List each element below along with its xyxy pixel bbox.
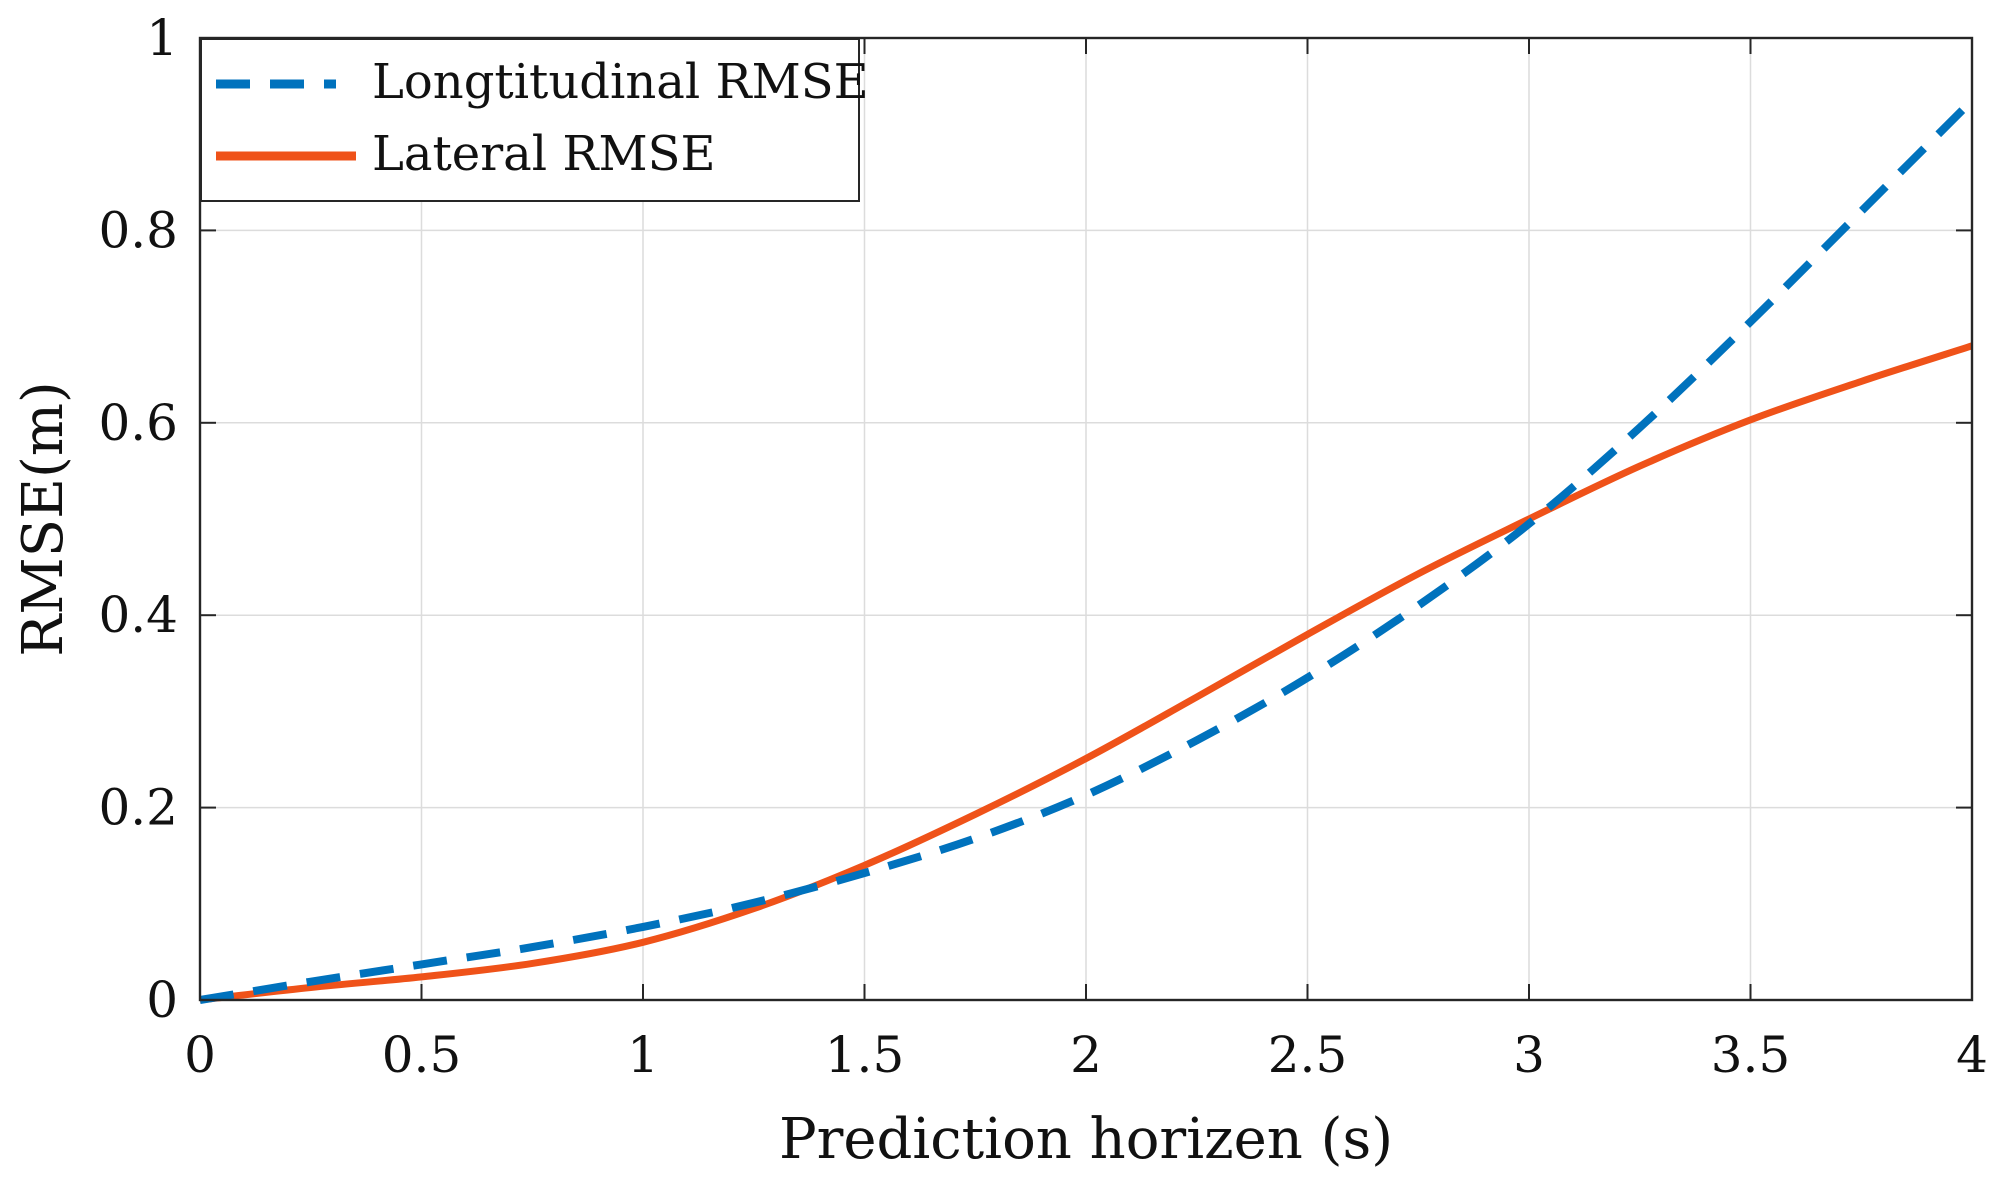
legend-box [200,38,860,202]
series-lateral-rmse [199,342,1974,1004]
x-axis-title: Prediction horizen (s) [779,1107,1393,1172]
y-axis-title: RMSE(m) [11,381,76,657]
x-tick-label: 0.5 [382,1026,462,1084]
grid-lines [200,38,1972,1000]
y-tick-label: 1 [146,9,178,67]
y-tick-label: 0 [146,971,178,1029]
x-tick-label: 0 [184,1026,216,1084]
y-tick-label: 0.4 [98,586,178,644]
legend-label-longitudinal: Longtitudinal RMSE [372,54,869,110]
y-tick-label: 0.6 [98,394,178,452]
series-layer [199,97,1975,1004]
y-tick-label: 0.2 [98,779,178,837]
tick-labels: 0 0.5 1 1.5 2 2.5 3 3.5 4 0 0.2 0.4 0.6 0.8 1 [98,9,1987,1084]
legend: Longtitudinal RMSE Lateral RMSE [200,38,869,202]
x-tick-label: 1.5 [825,1026,905,1084]
x-tick-label: 3.5 [1711,1026,1791,1084]
x-tick-label: 1 [627,1026,659,1084]
x-tick-label: 4 [1956,1026,1988,1084]
x-tick-label: 2.5 [1268,1026,1348,1084]
legend-label-lateral: Lateral RMSE [372,126,716,182]
x-tick-label: 2 [1070,1026,1102,1084]
y-tick-label: 0.8 [98,201,178,259]
x-tick-label: 3 [1513,1026,1545,1084]
